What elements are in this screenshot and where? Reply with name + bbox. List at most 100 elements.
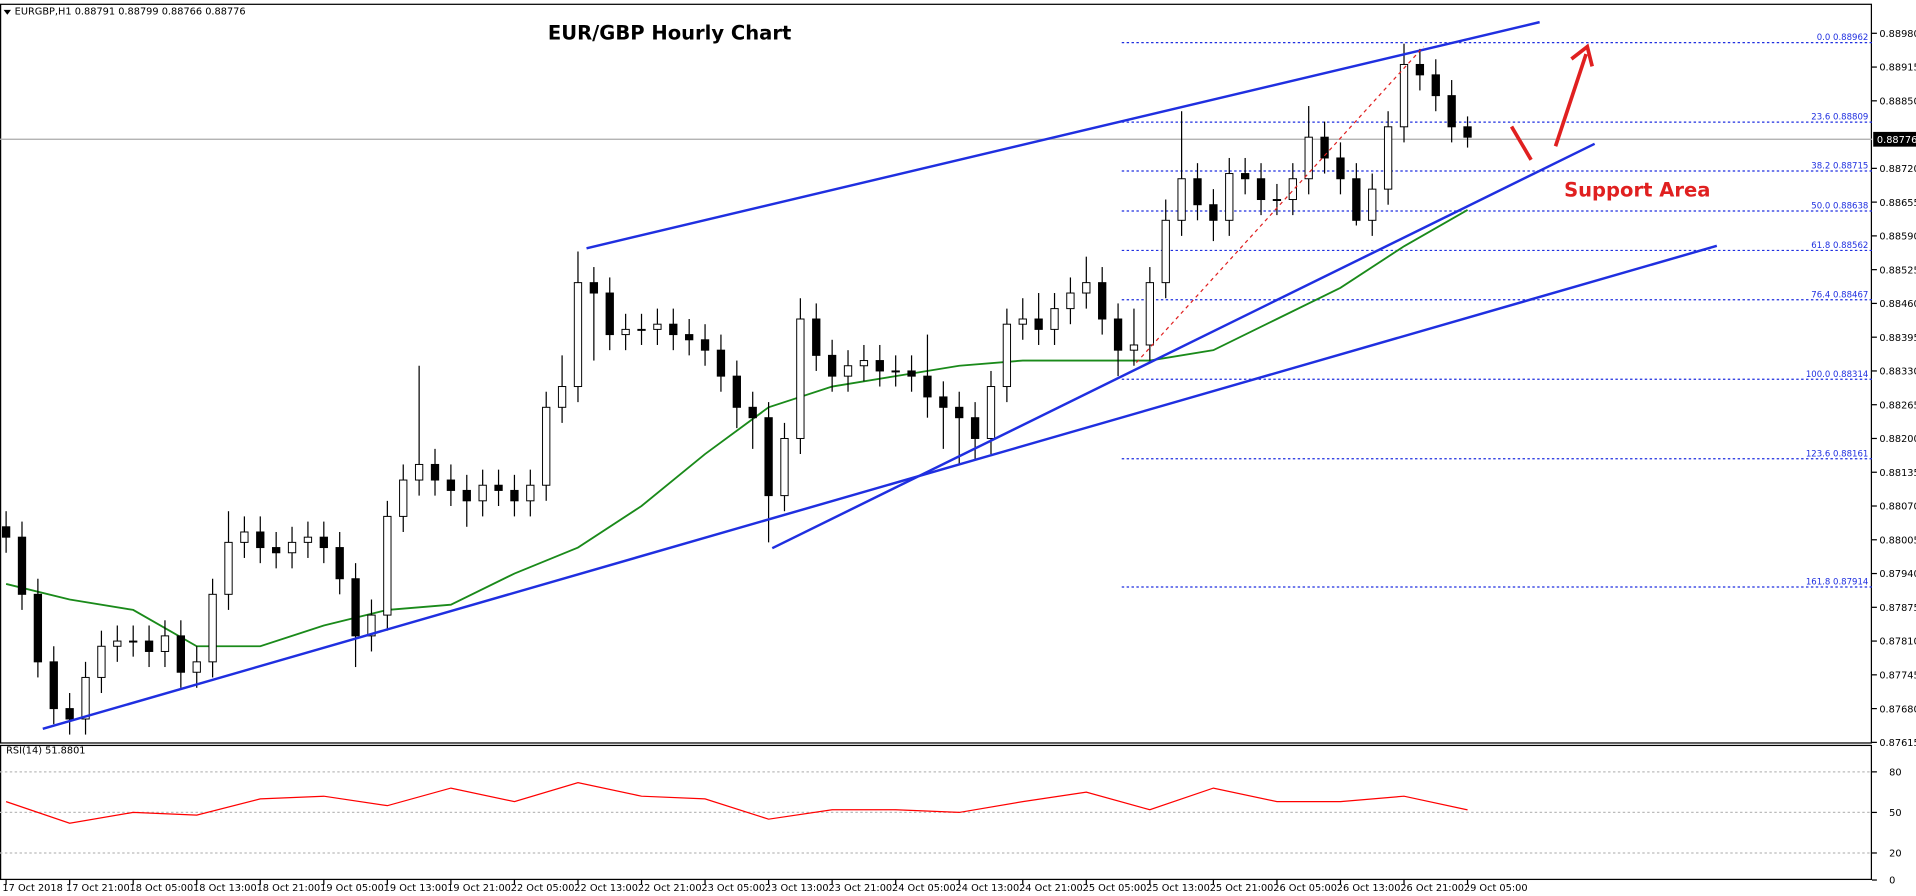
y-tick-label: 0.87940 <box>1879 569 1916 580</box>
fib-level: 123.6 <box>1806 449 1830 459</box>
rsi-tick-label: 20 <box>1889 849 1901 860</box>
x-tick-label: 23 Oct 21:00 <box>828 883 892 894</box>
candle-body <box>653 323 662 330</box>
candle-body <box>446 479 456 491</box>
x-tick-label: 29 Oct 05:00 <box>1464 883 1528 894</box>
fib-price: 0.88638 <box>1833 201 1868 211</box>
candle-body <box>732 375 741 408</box>
candle-body <box>303 536 313 543</box>
x-tick-label: 22 Oct 21:00 <box>638 883 702 894</box>
candle-body <box>1336 157 1345 180</box>
y-tick-label: 0.88330 <box>1879 367 1916 378</box>
red-arrow <box>1509 125 1533 161</box>
x-tick-label: 25 Oct 13:00 <box>1146 883 1210 894</box>
fib-price: 0.88161 <box>1833 449 1868 459</box>
candle-body <box>557 386 567 408</box>
x-tick-label: 18 Oct 21:00 <box>257 883 321 894</box>
candle-body <box>812 318 821 356</box>
candle-body <box>891 370 900 373</box>
rsi-tick-label: 0 <box>1889 876 1895 887</box>
candle-body <box>478 484 487 502</box>
y-tick-label: 0.88460 <box>1879 299 1916 310</box>
moving-average <box>5 209 1469 648</box>
candle-body <box>1383 126 1393 190</box>
y-tick-label: 0.87875 <box>1879 603 1916 614</box>
candle-body <box>923 375 932 398</box>
fib-price: 0.88314 <box>1833 370 1868 380</box>
candle-body <box>970 417 980 439</box>
x-tick-label: 26 Oct 21:00 <box>1400 883 1464 894</box>
candle-body <box>573 282 583 388</box>
y-tick-label: 0.88590 <box>1879 232 1916 243</box>
candle-body <box>1018 318 1027 325</box>
candle-body <box>859 360 869 367</box>
candle-body <box>700 339 710 351</box>
fib-level-label: 23.6 0.88809 <box>1811 113 1868 123</box>
fib-level-label: 38.2 0.88715 <box>1811 161 1868 171</box>
candle-body <box>621 328 630 336</box>
x-tick-label: 22 Oct 05:00 <box>511 883 575 894</box>
header-arrow <box>3 9 11 15</box>
y-tick-label: 0.88200 <box>1879 434 1916 445</box>
candle-body <box>589 282 599 294</box>
x-tick-label: 18 Oct 05:00 <box>130 883 194 894</box>
y-tick-label: 0.88850 <box>1879 96 1916 107</box>
trendlines <box>42 20 1718 731</box>
annotation: Support Area <box>1564 179 1710 202</box>
candle-body <box>843 365 853 377</box>
candle-body <box>1241 173 1250 180</box>
trendline <box>42 244 1718 731</box>
candle-body <box>542 406 551 486</box>
fib-level: 23.6 <box>1811 113 1830 123</box>
candle-body <box>637 328 646 331</box>
candle-body <box>669 323 678 336</box>
candle-body <box>1002 323 1012 388</box>
candle-body <box>272 547 281 554</box>
y-tick-label: 0.88070 <box>1879 502 1916 513</box>
x-tick-label: 26 Oct 13:00 <box>1337 883 1401 894</box>
fib-level-label: 50.0 0.88638 <box>1811 201 1868 211</box>
candle-body <box>1098 282 1107 320</box>
fib-level-label: 161.8 0.87914 <box>1806 578 1868 588</box>
candle-body <box>1399 63 1409 128</box>
fib-price: 0.88715 <box>1833 161 1868 171</box>
y-tick-label: 0.87680 <box>1879 704 1916 715</box>
y-tick-label: 0.88265 <box>1879 400 1916 411</box>
candle-body <box>955 406 964 419</box>
candle-body <box>780 437 789 497</box>
y-tick-label: 0.88915 <box>1879 63 1916 74</box>
fib-level: 100.0 <box>1806 370 1830 380</box>
candle-body <box>176 635 186 673</box>
red-arrow <box>1553 53 1588 147</box>
candle-body <box>414 463 424 481</box>
candle-body <box>240 531 249 543</box>
candle-body <box>81 676 90 720</box>
y-tick-label: 0.87745 <box>1879 670 1916 681</box>
trendline <box>771 142 1596 550</box>
candle-body <box>1304 136 1313 180</box>
candle-body <box>1288 178 1297 201</box>
fib-level-label: 123.6 0.88161 <box>1806 449 1868 459</box>
fib-level: 76.4 <box>1811 290 1830 300</box>
x-tick-label: 17 Oct 21:00 <box>66 883 130 894</box>
candle-body <box>526 484 535 502</box>
candle-body <box>1145 282 1154 346</box>
candle-body <box>1177 178 1186 221</box>
candle-body <box>351 578 360 637</box>
x-tick-label: 24 Oct 21:00 <box>1019 883 1083 894</box>
x-tick-label: 25 Oct 05:00 <box>1083 883 1147 894</box>
x-tick-label: 17 Oct 2018 <box>2 883 62 894</box>
x-tick-label: 19 Oct 05:00 <box>320 883 384 894</box>
candle-body <box>287 541 297 554</box>
candle-body <box>430 463 440 481</box>
candle-body <box>907 370 916 377</box>
candle-body <box>796 318 805 439</box>
y-tick-label: 0.88135 <box>1879 468 1916 479</box>
candle-body <box>748 406 757 419</box>
y-tick-label: 0.88525 <box>1879 265 1916 276</box>
fib-price: 0.88467 <box>1833 290 1868 300</box>
candle-body <box>1034 318 1043 330</box>
rsi-tick-label: 80 <box>1889 768 1901 779</box>
